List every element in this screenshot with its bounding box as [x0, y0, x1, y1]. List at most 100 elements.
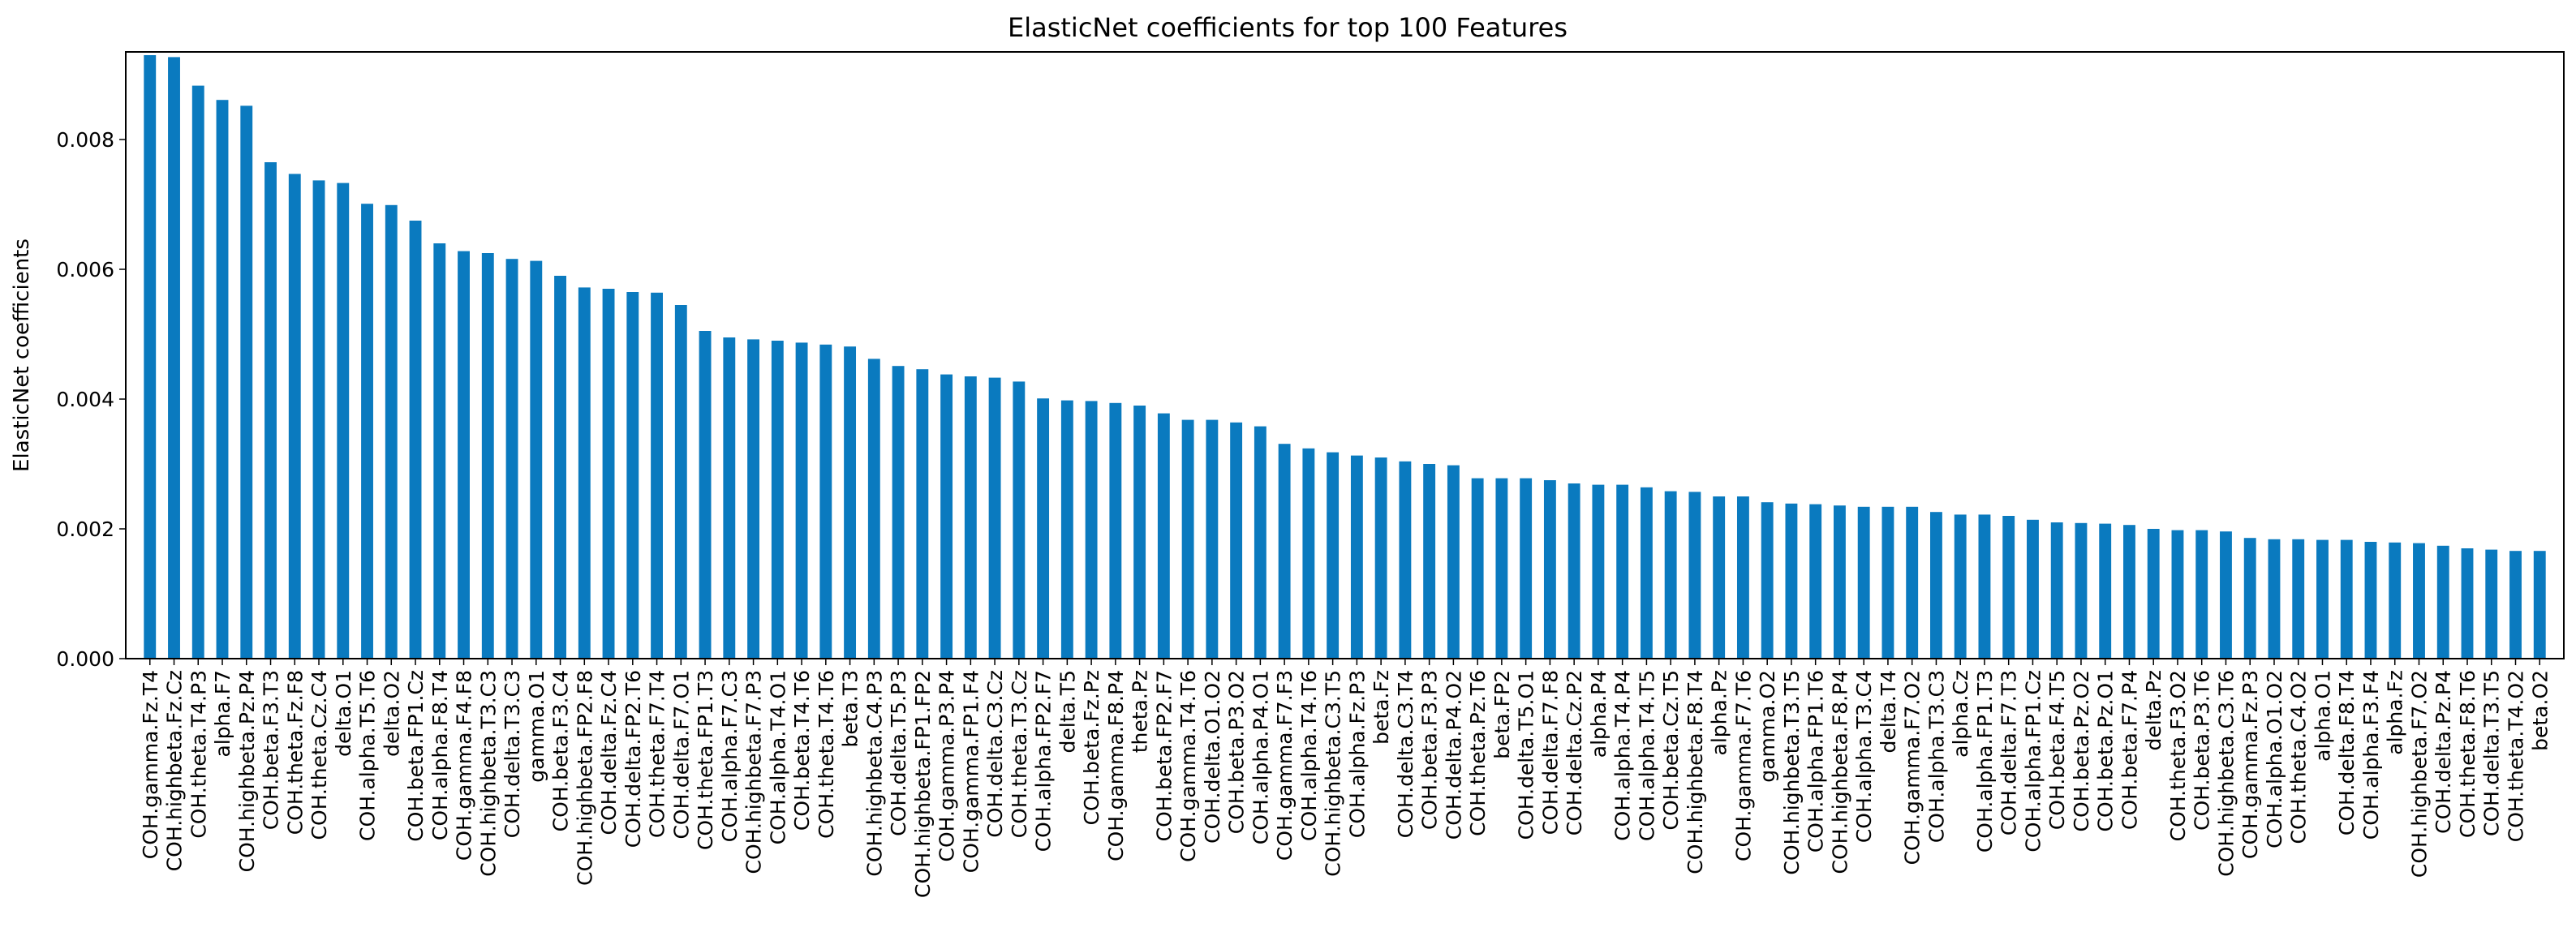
bar	[191, 85, 204, 659]
x-tick-label: COH.alpha.F8.T4	[428, 670, 452, 840]
bar	[1664, 491, 1677, 659]
bar	[1350, 455, 1363, 659]
bar	[1857, 506, 1870, 659]
bar	[1543, 480, 1556, 659]
x-tick-label: COH.beta.FP2.F7	[1152, 670, 1176, 841]
x-tick-label: COH.gamma.FP1.F4	[959, 670, 983, 873]
x-tick-label: COH.gamma.F7.T6	[1731, 670, 1755, 861]
x-tick-label: COH.delta.T3.T5	[2480, 670, 2504, 836]
bar	[168, 57, 180, 659]
x-tick-label: COH.delta.Cz.P2	[1563, 670, 1586, 835]
x-tick-label: COH.beta.FP1.Cz	[404, 670, 428, 842]
y-tick-label: 0.006	[56, 258, 114, 281]
bar	[1809, 504, 1822, 659]
bar	[2002, 516, 2015, 659]
bar	[1181, 419, 1194, 659]
bar	[1736, 496, 1749, 659]
x-tick-label: COH.delta.P4.O2	[1442, 670, 1465, 840]
x-tick-label: gamma.O1	[525, 670, 548, 783]
x-tick-label: alpha.P4	[1587, 670, 1611, 758]
bar	[771, 341, 784, 659]
bar	[240, 105, 253, 659]
bar	[1640, 487, 1653, 659]
bar	[2220, 531, 2232, 659]
bar	[1761, 502, 1774, 659]
x-tick-label: COH.theta.T3.Cz	[1008, 670, 1031, 838]
x-tick-label: COH.alpha.T4.O1	[766, 670, 789, 844]
bar	[1616, 484, 1629, 659]
x-tick-label: COH.beta.F7.P4	[2118, 670, 2141, 830]
x-tick-label: COH.beta.P3.T6	[2191, 670, 2214, 831]
y-tick-label: 0.004	[56, 388, 114, 411]
bar	[1013, 381, 1026, 659]
x-tick-label: COH.theta.Fz.F8	[283, 670, 307, 835]
bar	[1060, 400, 1073, 659]
x-tick-label: COH.alpha.F3.F4	[2359, 670, 2383, 840]
x-tick-label: COH.theta.T4.P3	[187, 670, 210, 839]
y-tick-label: 0.002	[56, 518, 114, 541]
x-tick-label: COH.alpha.T4.T5	[1635, 670, 1658, 841]
x-tick-label: COH.delta.Fz.C4	[597, 670, 621, 835]
bar	[578, 287, 591, 659]
x-tick-label: COH.gamma.Fz.T4	[139, 670, 162, 859]
chart-title: ElasticNet coefficients for top 100 Feat…	[1008, 12, 1568, 43]
x-tick-label: beta.T3	[839, 670, 862, 748]
bar	[1906, 506, 1919, 659]
x-tick-label: COH.highbeta.FP1.FP2	[911, 670, 935, 898]
bar	[988, 377, 1001, 659]
bar	[1833, 505, 1846, 659]
x-tick-label: COH.highbeta.C4.P3	[862, 670, 886, 877]
bar	[626, 292, 639, 659]
bar	[2171, 530, 2184, 659]
x-tick-label: COH.delta.FP2.T6	[621, 670, 645, 848]
bar	[819, 344, 832, 659]
x-tick-label: COH.alpha.FP1.Cz	[2021, 670, 2045, 853]
x-tick-label: COH.delta.T5.O1	[1515, 670, 1538, 840]
bar	[1978, 514, 1991, 659]
x-tick-label: COH.highbeta.Pz.P4	[235, 670, 259, 872]
x-tick-label: COH.delta.O1.O2	[1201, 670, 1224, 844]
x-tick-label: COH.highbeta.C3.T6	[2214, 670, 2238, 877]
x-tick-label: COH.highbeta.F8.P4	[1828, 670, 1851, 874]
x-tick-label: COH.theta.F7.T4	[646, 670, 669, 838]
x-tick-label: alpha.F7	[211, 670, 234, 758]
x-tick-label: COH.beta.Pz.O1	[2094, 670, 2118, 832]
x-tick-label: COH.gamma.T4.T6	[1176, 670, 1200, 862]
bar	[554, 276, 566, 659]
bar	[1109, 402, 1122, 659]
x-tick-label: COH.highbeta.C3.T5	[1322, 670, 1345, 877]
bar	[2364, 542, 2377, 659]
bar	[1085, 401, 1098, 659]
y-ticks-group: 0.000 0.002 0.004 0.006 0.008	[56, 128, 126, 671]
bar	[264, 162, 277, 659]
bar	[1230, 422, 1243, 659]
x-tick-label: COH.alpha.T3.C3	[1924, 670, 1948, 843]
x-tick-label: alpha.Fz	[2384, 670, 2407, 755]
bar	[1447, 465, 1460, 659]
bar	[1592, 484, 1605, 659]
bar	[2485, 549, 2498, 659]
bar	[2099, 523, 2112, 659]
bars-group	[144, 55, 2546, 659]
x-tick-label: COH.alpha.P4.O1	[1249, 670, 1272, 844]
x-tick-label: COH.gamma.F7.O2	[1901, 670, 1924, 865]
bar	[2123, 525, 2135, 659]
x-tick-label: COH.theta.Pz.T6	[1466, 670, 1490, 836]
bar	[1037, 398, 1050, 659]
bar	[1520, 478, 1533, 659]
bar	[1374, 457, 1387, 659]
bar	[2268, 539, 2281, 659]
bar	[2413, 543, 2425, 659]
x-tick-label: delta.Pz	[2142, 670, 2165, 750]
x-tick-label: COH.highbeta.T3.C3	[476, 670, 500, 877]
x-tick-label: COH.gamma.F8.P4	[1104, 670, 1128, 861]
x-ticks-group: COH.gamma.Fz.T4 COH.highbeta.Fz.Cz COH.the…	[139, 659, 2552, 898]
x-tick-label: alpha.Cz	[1949, 670, 1972, 758]
bar	[530, 260, 543, 659]
bar	[1302, 448, 1315, 659]
x-tick-label: COH.beta.F4.T5	[2045, 670, 2069, 830]
x-tick-label: beta.Fz	[1370, 670, 1393, 745]
x-tick-label: beta.FP2	[1490, 670, 1514, 759]
x-tick-label: COH.highbeta.T3.T5	[1780, 670, 1804, 875]
bar	[288, 174, 301, 659]
